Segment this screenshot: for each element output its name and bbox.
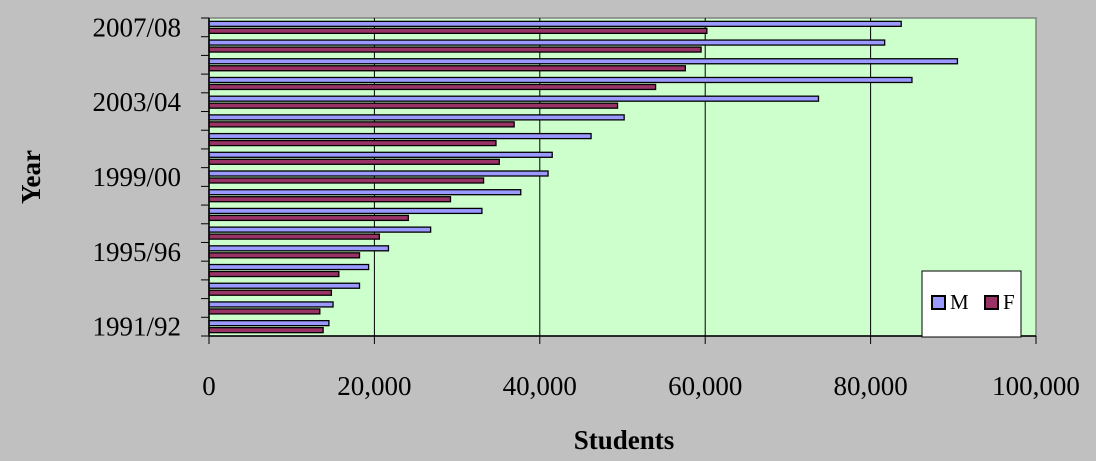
bar-m-1993-94 bbox=[208, 282, 361, 289]
bar-m-2001-02 bbox=[208, 132, 592, 140]
bar-m-2005-06 bbox=[208, 58, 959, 65]
x-tick-label: 40,000 bbox=[503, 371, 577, 401]
bar-f-2002-03 bbox=[208, 121, 515, 128]
bar-m-1992-93 bbox=[208, 301, 334, 308]
y-tick-label: 1991/92 bbox=[92, 312, 181, 342]
axes bbox=[201, 17, 1037, 344]
bar-f-2005-06 bbox=[208, 65, 687, 72]
bar-m-1999-00 bbox=[208, 170, 549, 177]
bar-m-2000-01 bbox=[208, 151, 553, 158]
bar-m-1998-99 bbox=[208, 189, 522, 196]
bar-f-2006-07 bbox=[208, 46, 702, 53]
legend-label-m: M bbox=[950, 290, 969, 314]
bar-f-1994-95 bbox=[208, 270, 340, 278]
bar-m-1996-97 bbox=[208, 226, 432, 233]
legend-swatch-f bbox=[984, 295, 999, 310]
bar-f-1992-93 bbox=[208, 308, 321, 315]
legend-swatch-m bbox=[931, 295, 946, 310]
bar-m-2007-08 bbox=[208, 20, 902, 28]
x-axis-title: Students bbox=[574, 425, 675, 455]
bar-f-1999-00 bbox=[208, 177, 485, 184]
x-tick-label: 20,000 bbox=[337, 371, 411, 401]
y-axis-title: Year bbox=[16, 150, 46, 204]
y-tick-label: 2003/04 bbox=[92, 87, 181, 117]
x-tick-label: 60,000 bbox=[668, 371, 742, 401]
x-tick-label: 100,000 bbox=[992, 371, 1080, 401]
bar-f-2007-08 bbox=[208, 27, 708, 35]
bar-f-1996-97 bbox=[208, 233, 381, 240]
y-tick-label: 2007/08 bbox=[92, 12, 181, 42]
bar-m-1995-96 bbox=[208, 245, 390, 252]
bar-f-1995-96 bbox=[208, 252, 361, 259]
bar-f-1993-94 bbox=[208, 289, 333, 296]
x-tick-labels: 0 20,000 40,000 60,000 80,000 100,000 bbox=[202, 371, 1080, 401]
bar-f-2001-02 bbox=[208, 139, 497, 147]
legend: M F bbox=[921, 270, 1022, 338]
bar-m-2006-07 bbox=[208, 39, 886, 46]
y-tick-labels: 1991/92 1995/96 1999/00 2003/04 2007/08 bbox=[92, 12, 181, 341]
bar-m-1994-95 bbox=[208, 263, 370, 271]
x-tick-label: 0 bbox=[202, 371, 216, 401]
x-tick-label: 80,000 bbox=[833, 371, 907, 401]
y-tick-label: 1995/96 bbox=[92, 237, 181, 267]
bar-f-1997-98 bbox=[208, 214, 409, 222]
legend-label-f: F bbox=[1003, 290, 1015, 314]
bar-m-2002-03 bbox=[208, 114, 625, 121]
bar-f-2004-05 bbox=[208, 83, 657, 91]
bar-m-1997-98 bbox=[208, 207, 483, 215]
bar-f-2000-01 bbox=[208, 158, 500, 165]
bar-m-2003-04 bbox=[208, 95, 820, 102]
bar-m-2004-05 bbox=[208, 76, 913, 84]
bar-f-1998-99 bbox=[208, 196, 452, 203]
bar-f-2003-04 bbox=[208, 102, 619, 109]
bar-m-1991-92 bbox=[208, 319, 330, 327]
y-tick-label: 1999/00 bbox=[92, 162, 181, 192]
bar-f-1991-92 bbox=[208, 326, 324, 334]
